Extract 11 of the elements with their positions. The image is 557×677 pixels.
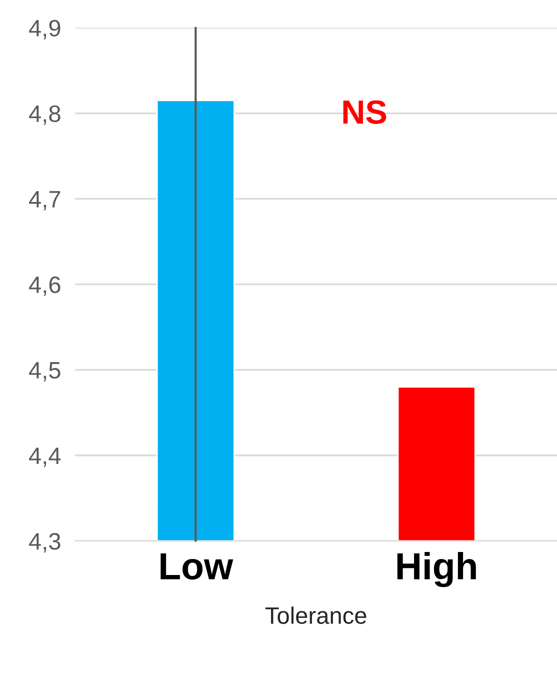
y-tick-label: 4,7 — [29, 191, 60, 210]
annotation: NS — [343, 100, 386, 124]
y-tick-label: 4,9 — [29, 20, 60, 40]
x-tick-label: High — [397, 552, 476, 588]
x-tick-label: Low — [160, 553, 234, 580]
y-tick-label: 4,3 — [29, 532, 60, 552]
y-tick-label: 4,6 — [29, 276, 60, 296]
x-axis-title: Tolerance — [265, 606, 366, 624]
y-tick-label: 4,5 — [29, 362, 60, 382]
y-tick-label: 4,8 — [29, 105, 60, 125]
y-tick-label: 4,4 — [29, 448, 61, 467]
